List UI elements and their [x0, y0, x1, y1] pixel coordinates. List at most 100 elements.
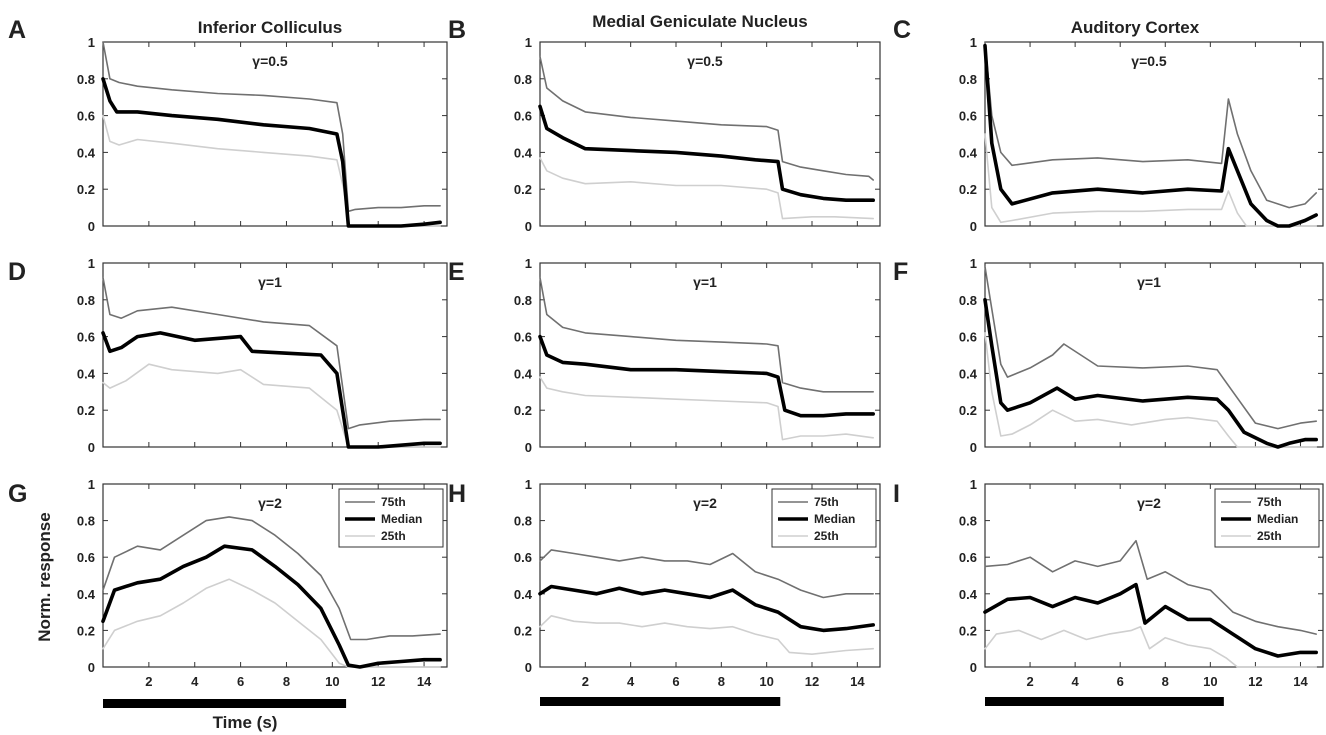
y-tick-label: 0.6: [959, 109, 977, 124]
y-tick-label: 0.4: [514, 366, 533, 381]
series-line-25th: [984, 133, 1317, 227]
y-tick-label: 0.2: [959, 182, 977, 197]
gamma-annotation-b: γ=0.5: [687, 53, 723, 69]
panels: A 0 0.2 0.4 0.6 0.8 1 γ=0.5 B 0 0.2 0.4 0.6 0.8 1 γ=0.5…: [8, 16, 1324, 708]
y-tick-label: 0.6: [959, 330, 977, 345]
series-line-75th: [984, 41, 1317, 209]
y-tick-label: 0: [525, 219, 532, 234]
x-tick-label: 4: [1072, 674, 1080, 689]
x-tick-label: 8: [1162, 674, 1169, 689]
y-tick-label: 0.8: [959, 293, 977, 308]
series-line-75th: [102, 41, 441, 213]
y-tick-label: 0.8: [514, 514, 532, 529]
y-tick-label: 1: [525, 256, 532, 271]
legend-label-25th: 25th: [1257, 529, 1282, 543]
panel-letter-f: F: [893, 258, 908, 286]
series-line-25th: [102, 578, 441, 668]
column-title-auditory-cortex: Auditory Cortex: [1071, 18, 1200, 37]
y-tick-label: 0.6: [514, 550, 532, 565]
y-tick-label: 0.2: [77, 182, 95, 197]
panel-e: E 0 0.2 0.4 0.6 0.8 1 γ=1: [448, 256, 881, 455]
series-line-75th: [984, 539, 1317, 635]
y-tick-label: 0.8: [77, 72, 95, 87]
series-line-75th: [539, 276, 874, 393]
y-tick-label: 0.8: [959, 72, 977, 87]
y-tick-label: 0.6: [959, 550, 977, 565]
x-tick-label: 14: [417, 674, 432, 689]
panel-g: G00.20.40.60.812 4 6 8 10 12 14γ=2 75thMedian25…: [8, 477, 448, 708]
gamma-annotation-e: γ=1: [693, 274, 717, 290]
x-tick-label: 4: [191, 674, 199, 689]
y-tick-label: 0.2: [77, 403, 95, 418]
y-tick-label: 0.8: [77, 293, 95, 308]
y-tick-label: 0: [970, 660, 977, 675]
y-tick-label: 0: [525, 440, 532, 455]
panel-d: D 0 0.2 0.4 0.6 0.8 1 γ=1: [8, 256, 448, 455]
x-tick-label: 10: [325, 674, 339, 689]
legend-h: 75th Median 25th: [771, 488, 877, 548]
x-tick-label: 14: [850, 674, 865, 689]
x-tick-label: 8: [283, 674, 290, 689]
y-tick-label: 0.4: [77, 587, 96, 602]
legend-label-25th: 25th: [381, 529, 406, 543]
y-tick-label: 0: [970, 440, 977, 455]
y-tick-label: 0.6: [514, 109, 532, 124]
x-tick-label: 2: [1026, 674, 1033, 689]
y-tick-label: 0.8: [959, 514, 977, 529]
plot-frame-f: [984, 262, 1324, 448]
gamma-annotation-f: γ=1: [1137, 274, 1161, 290]
x-tick-label: 6: [1117, 674, 1124, 689]
panel-c: C 0 0.2 0.4 0.6 0.8 1 γ=0.5: [893, 16, 1324, 234]
legend-label-75th: 75th: [1257, 495, 1282, 509]
y-tick-label: 1: [525, 35, 532, 50]
y-tick-label: 1: [88, 35, 95, 50]
series-line-75th: [539, 549, 874, 599]
gamma-annotation-g: γ=2: [258, 495, 282, 511]
y-tick-label: 0.6: [77, 550, 95, 565]
gamma-annotation-i: γ=2: [1137, 495, 1161, 511]
y-tick-label: 0.4: [959, 587, 978, 602]
y-tick-label: 1: [88, 256, 95, 271]
stimulus-bar-i: [985, 697, 1224, 706]
panel-letter-a: A: [8, 16, 26, 44]
legend-label-75th: 75th: [381, 495, 406, 509]
series-line-median: [101, 331, 442, 449]
series-line-median: [538, 104, 875, 202]
plot-frame-e: [539, 262, 881, 448]
y-tick-label: 0.2: [959, 403, 977, 418]
y-tick-label: 0.8: [77, 514, 95, 529]
panel-i: I00.20.40.60.812 4 6 8 10 12 14γ=2 75thMedian25…: [893, 477, 1324, 706]
series-line-25th: [539, 157, 874, 220]
legend-label-median: Median: [814, 512, 855, 526]
x-tick-label: 6: [237, 674, 244, 689]
y-tick-label: 0.6: [77, 109, 95, 124]
series-line-median: [538, 584, 875, 633]
y-tick-label: 1: [970, 477, 977, 492]
x-tick-label: 2: [145, 674, 152, 689]
panel-b: B 0 0.2 0.4 0.6 0.8 1 γ=0.5: [448, 16, 881, 234]
panel-h: H00.20.40.60.812 4 6 8 10 12 14γ=2 75thMedian25…: [448, 477, 881, 706]
series-line-25th: [984, 332, 1317, 448]
y-tick-label: 0.4: [514, 587, 533, 602]
column-title-inferior-colliculus: Inferior Colliculus: [198, 18, 343, 37]
column-title-medial-geniculate-nucleus: Medial Geniculate Nucleus: [592, 12, 807, 31]
y-tick-label: 1: [525, 477, 532, 492]
series-line-25th: [984, 625, 1317, 668]
legend-label-25th: 25th: [814, 529, 839, 543]
x-tick-label: 4: [627, 674, 635, 689]
panel-letter-e: E: [448, 258, 465, 286]
panel-letter-g: G: [8, 480, 27, 508]
y-tick-label: 0.4: [959, 366, 978, 381]
series-line-median: [101, 77, 442, 228]
y-tick-label: 0.4: [959, 145, 978, 160]
y-axis-label: Norm. response: [35, 512, 54, 641]
panel-letter-c: C: [893, 16, 911, 44]
y-tick-label: 0.2: [77, 623, 95, 638]
legend-i: 75th Median 25th: [1214, 488, 1320, 548]
y-tick-label: 0: [88, 219, 95, 234]
y-tick-label: 0.8: [514, 72, 532, 87]
plot-frame-d: [102, 262, 448, 448]
y-tick-label: 0.2: [514, 403, 532, 418]
series-line-75th: [102, 276, 441, 430]
